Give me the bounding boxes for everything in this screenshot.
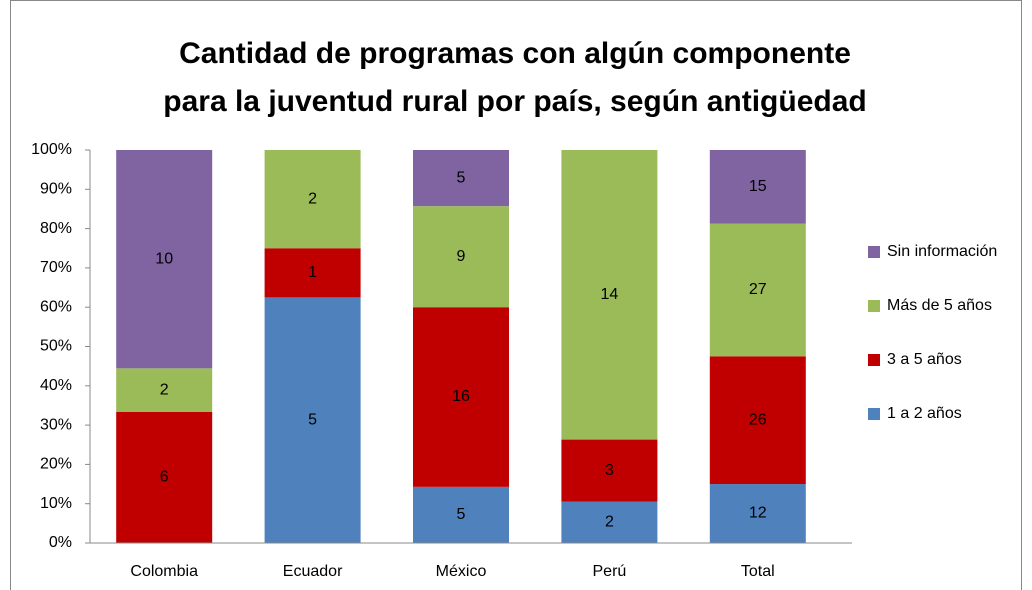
bar-segment xyxy=(413,150,509,207)
bar-segment xyxy=(116,150,213,369)
y-tick-label: 20% xyxy=(40,456,72,473)
bar-segment xyxy=(264,150,361,249)
data-label: 15 xyxy=(749,178,767,195)
bar-segment xyxy=(709,356,806,485)
legend-label: 3 a 5 años xyxy=(887,351,962,368)
bar-segment xyxy=(561,150,658,440)
data-label: 27 xyxy=(749,281,767,298)
y-tick-label: 70% xyxy=(40,259,72,276)
data-label: 14 xyxy=(601,286,619,303)
data-label: 26 xyxy=(749,411,767,428)
legend-label: 1 a 2 años xyxy=(887,405,962,422)
data-label: 12 xyxy=(749,505,767,522)
data-label: 2 xyxy=(605,514,614,531)
y-tick-label: 30% xyxy=(40,416,72,433)
bar-segment xyxy=(264,297,361,543)
legend-swatch xyxy=(868,300,880,312)
x-tick-label: Perú xyxy=(593,563,627,580)
data-label: 16 xyxy=(452,388,470,405)
y-tick-label: 80% xyxy=(40,220,72,237)
y-tick-label: 40% xyxy=(40,377,72,394)
data-label: 2 xyxy=(308,190,317,207)
bar-segment xyxy=(709,223,806,357)
x-tick-label: México xyxy=(436,563,487,580)
data-label: 1 xyxy=(308,264,317,281)
bar-segment xyxy=(413,307,509,487)
data-label: 5 xyxy=(308,411,317,428)
y-tick-label: 90% xyxy=(40,181,72,198)
bar-segment xyxy=(561,439,658,502)
chart-title: para la juventud rural por país, según a… xyxy=(163,85,866,118)
legend-swatch xyxy=(868,354,880,366)
data-label: 5 xyxy=(457,169,466,186)
legend-swatch xyxy=(868,408,880,420)
legend-label: Sin información xyxy=(887,243,997,260)
data-label: 10 xyxy=(155,250,173,267)
bar-segment xyxy=(413,486,509,543)
bar-segment xyxy=(116,412,213,543)
data-label: 5 xyxy=(457,506,466,523)
y-tick-label: 0% xyxy=(49,534,72,551)
legend-label: Más de 5 años xyxy=(887,297,992,314)
bar-segment xyxy=(561,501,658,543)
bar-segment xyxy=(709,150,806,224)
data-label: 6 xyxy=(160,469,169,486)
y-tick-label: 50% xyxy=(40,338,72,355)
x-tick-label: Ecuador xyxy=(283,563,343,580)
data-label: 9 xyxy=(457,248,466,265)
bar-segment xyxy=(413,206,509,308)
data-label: 2 xyxy=(160,381,169,398)
y-tick-label: 100% xyxy=(31,141,72,158)
bar-segment xyxy=(709,484,806,543)
y-tick-label: 10% xyxy=(40,495,72,512)
bar-segment xyxy=(264,248,361,298)
chart-title: Cantidad de programas con algún componen… xyxy=(179,37,851,70)
legend-swatch xyxy=(868,246,880,258)
x-tick-label: Colombia xyxy=(130,563,198,580)
y-tick-label: 60% xyxy=(40,298,72,315)
x-tick-label: Total xyxy=(741,563,775,580)
data-label: 3 xyxy=(605,462,614,479)
bar-segment xyxy=(116,368,213,412)
